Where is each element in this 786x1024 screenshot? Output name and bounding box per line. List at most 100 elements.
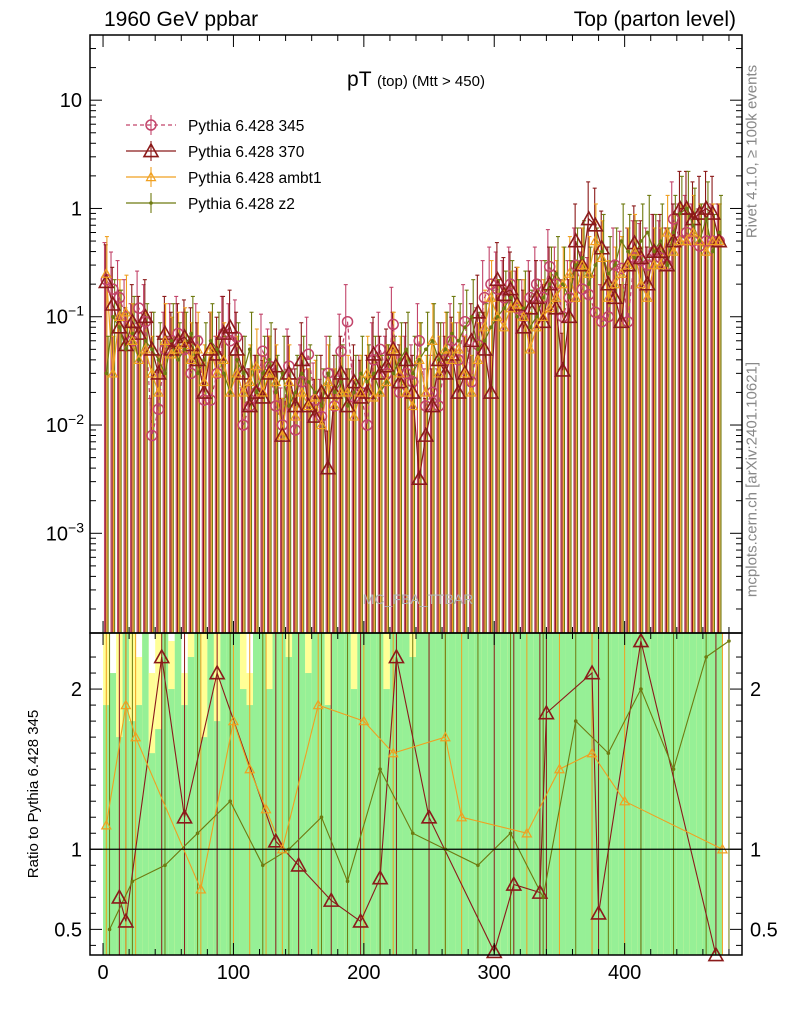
ratio-point-z2 bbox=[476, 863, 480, 868]
data-point-ambt1 bbox=[400, 386, 412, 397]
band-green-bin bbox=[657, 633, 664, 955]
data-point-p345 bbox=[270, 400, 282, 412]
data-point-z2 bbox=[547, 282, 552, 286]
x-tick-label: 0 bbox=[97, 962, 108, 984]
band-green-bin bbox=[455, 633, 462, 955]
data-point-z2 bbox=[215, 347, 219, 352]
data-point-z2 bbox=[384, 380, 389, 384]
data-point-p370 bbox=[691, 204, 708, 220]
data-point-z2 bbox=[137, 358, 141, 362]
data-point-ambt1 bbox=[641, 291, 653, 302]
band-green-bin bbox=[494, 633, 501, 955]
data-point-p370 bbox=[430, 351, 448, 367]
data-point-p370 bbox=[221, 318, 239, 334]
data-point-z2 bbox=[371, 371, 376, 376]
band-green-bin bbox=[676, 633, 684, 955]
band-green-bin bbox=[233, 633, 240, 955]
band-green-bin bbox=[598, 633, 606, 955]
legend-marker-p345 bbox=[145, 119, 157, 131]
ratio-point-ambt1 bbox=[553, 763, 565, 774]
data-point-ambt1 bbox=[146, 367, 158, 378]
data-point-z2 bbox=[202, 358, 206, 362]
data-point-p370 bbox=[436, 364, 454, 380]
data-point-p370 bbox=[534, 313, 552, 329]
data-point-ambt1 bbox=[478, 321, 490, 332]
band-green-bin bbox=[337, 633, 345, 955]
data-point-z2 bbox=[710, 249, 715, 254]
data-point-ambt1 bbox=[309, 391, 321, 402]
y-tick-label: 10−3 bbox=[46, 519, 84, 545]
data-point-z2 bbox=[613, 263, 617, 267]
band-green-bin bbox=[142, 633, 149, 955]
data-point-ambt1 bbox=[707, 235, 719, 246]
data-point-ambt1 bbox=[231, 367, 243, 378]
band-green-bin bbox=[239, 689, 247, 955]
band-green-bin bbox=[350, 689, 358, 955]
data-point-p370 bbox=[528, 289, 545, 305]
data-point-ambt1 bbox=[257, 386, 269, 397]
data-point-z2 bbox=[130, 331, 135, 336]
data-point-z2 bbox=[476, 347, 480, 352]
data-point-ambt1 bbox=[335, 386, 347, 397]
data-point-ambt1 bbox=[694, 235, 706, 246]
ratio-point-ambt1 bbox=[312, 699, 324, 710]
ratio-y-tick-label: 1 bbox=[71, 839, 82, 861]
data-point-p370 bbox=[339, 397, 356, 413]
ratio-point-p370 bbox=[117, 912, 135, 928]
band-green-bin bbox=[311, 633, 319, 955]
data-point-p370 bbox=[678, 199, 695, 215]
x-tick-label: 400 bbox=[608, 962, 641, 984]
data-point-p370 bbox=[619, 256, 637, 272]
data-point-ambt1 bbox=[628, 245, 640, 256]
data-point-z2 bbox=[684, 206, 689, 211]
data-point-ambt1 bbox=[524, 343, 536, 354]
ratio-point-ambt1 bbox=[195, 883, 207, 894]
data-point-p370 bbox=[521, 299, 539, 315]
band-green-bin bbox=[292, 633, 299, 955]
data-point-p370 bbox=[104, 295, 122, 311]
data-point-ambt1 bbox=[713, 235, 725, 246]
ratio-point-p370 bbox=[322, 891, 340, 907]
data-point-z2 bbox=[639, 239, 643, 243]
data-point-ambt1 bbox=[459, 367, 471, 378]
band-green-bin bbox=[663, 633, 671, 955]
data-point-p370 bbox=[580, 210, 598, 226]
data-point-p370 bbox=[352, 388, 369, 404]
data-point-p370 bbox=[169, 332, 187, 348]
data-point-p370 bbox=[319, 459, 337, 475]
data-point-z2 bbox=[234, 358, 239, 362]
data-point-p370 bbox=[502, 280, 519, 296]
data-point-p370 bbox=[267, 357, 285, 373]
data-point-p370 bbox=[163, 340, 180, 356]
data-point-p370 bbox=[228, 340, 246, 356]
data-point-ambt1 bbox=[361, 367, 373, 378]
data-point-p370 bbox=[254, 388, 272, 404]
data-point-z2 bbox=[254, 390, 259, 395]
ratio-point-ambt1 bbox=[521, 827, 533, 838]
data-point-ambt1 bbox=[244, 376, 256, 387]
band-green-bin bbox=[689, 633, 697, 955]
legend-marker-p370 bbox=[142, 142, 160, 158]
band-green-bin bbox=[644, 633, 651, 955]
ratio-point-p370 bbox=[290, 856, 307, 872]
data-point-ambt1 bbox=[198, 376, 210, 387]
data-point-p345 bbox=[602, 310, 615, 323]
ratio-line-ambt1 bbox=[105, 704, 723, 892]
data-point-z2 bbox=[678, 211, 682, 216]
data-point-ambt1 bbox=[589, 235, 601, 246]
ratio-point-p370 bbox=[352, 912, 369, 928]
ratio-point-ambt1 bbox=[586, 747, 598, 758]
legend-marker-z2 bbox=[149, 201, 153, 205]
band-green-bin bbox=[416, 633, 423, 955]
data-point-p345 bbox=[152, 403, 165, 415]
data-point-ambt1 bbox=[433, 367, 445, 378]
data-point-p370 bbox=[489, 271, 506, 287]
data-point-ambt1 bbox=[139, 343, 151, 354]
data-point-p370 bbox=[443, 345, 461, 361]
data-point-ambt1 bbox=[322, 376, 334, 387]
y-tick-label: 10−1 bbox=[46, 303, 84, 329]
ratio-point-ambt1 bbox=[100, 819, 112, 830]
data-point-ambt1 bbox=[218, 354, 230, 365]
data-point-ambt1 bbox=[192, 343, 204, 354]
data-point-z2 bbox=[606, 271, 611, 276]
